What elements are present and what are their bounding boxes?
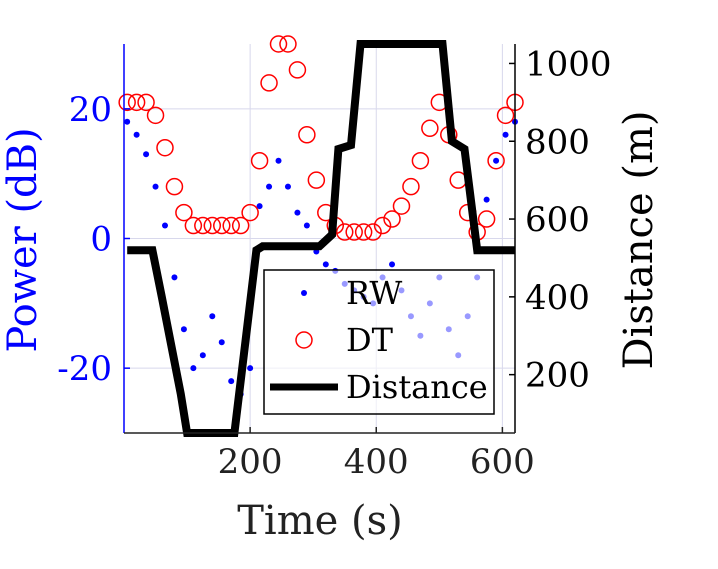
legend-rw-marker [301, 290, 307, 296]
dt-point [203, 216, 222, 235]
dt-point [496, 106, 515, 125]
right-y-tick-label: 400 [525, 278, 590, 318]
rw-point [171, 274, 178, 281]
x-tick-label: 200 [218, 442, 283, 482]
right-y-tick-label: 600 [525, 200, 590, 240]
rw-point [266, 183, 273, 190]
rw-point [180, 326, 187, 333]
rw-point [247, 365, 254, 372]
rw-point [256, 203, 263, 210]
rw-point [152, 183, 159, 190]
rw-point [161, 222, 168, 229]
rw-point [502, 131, 509, 138]
dt-point [345, 223, 363, 241]
dt-point [165, 177, 184, 196]
rw-point [284, 183, 291, 190]
dt-point [411, 151, 430, 170]
right-y-tick-label: 1000 [525, 44, 612, 84]
dt-point [402, 177, 420, 196]
right-y-axis-label: Distance (m) [616, 110, 662, 369]
rw-point [389, 261, 396, 268]
dt-point [250, 151, 269, 170]
dt-point [364, 223, 382, 241]
dt-point [392, 197, 411, 215]
dt-point [288, 61, 307, 79]
dt-point [269, 35, 288, 53]
rw-point [143, 151, 150, 158]
dt-point [231, 216, 250, 235]
x-tick-label: 400 [344, 442, 409, 482]
dt-point [175, 203, 193, 222]
series-distance [127, 40, 515, 437]
rw-point [190, 365, 197, 372]
dt-point [383, 210, 401, 228]
dt-point [137, 93, 155, 112]
rw-point [493, 157, 500, 164]
dt-point [279, 35, 297, 53]
x-tick-label: 600 [470, 442, 535, 482]
rw-point [483, 196, 490, 203]
dt-point [118, 93, 136, 112]
dt-point [146, 106, 165, 125]
rw-point [199, 352, 206, 359]
tick-labels: 200 400 600 -20 0 20 200 400 600 800 1000 [57, 44, 611, 482]
right-y-tick-label: 800 [525, 122, 590, 162]
dt-point [156, 138, 174, 157]
legend-dt-label: DT [346, 321, 394, 359]
legend-rw-label: RW [346, 274, 402, 312]
dt-point [213, 216, 231, 235]
rw-point [209, 313, 216, 320]
rw-point [275, 157, 282, 164]
left-y-tick-label: 0 [90, 220, 112, 260]
dt-point [307, 171, 326, 189]
dt-point [127, 93, 146, 112]
dt-point [298, 126, 316, 144]
dt-point [222, 216, 240, 235]
dt-point [487, 151, 505, 170]
legend-distance-label: Distance [346, 368, 488, 406]
rw-point [124, 118, 131, 125]
dt-point [335, 223, 354, 241]
dt-point [477, 210, 496, 228]
dt-point [184, 216, 203, 235]
dt-point [373, 216, 392, 235]
rw-point [218, 339, 225, 346]
axes [123, 44, 516, 434]
legend: RW DT Distance [263, 269, 495, 415]
dt-point [260, 74, 278, 92]
left-y-tick-label: -20 [57, 349, 112, 389]
dt-point [241, 203, 259, 222]
x-axis-label: Time (s) [237, 498, 403, 544]
legend-dt-marker [295, 331, 313, 349]
dt-point [421, 119, 439, 138]
rw-point [303, 222, 310, 229]
left-y-axis-label: Power (dB) [0, 127, 46, 352]
dt-point [354, 223, 373, 241]
right-y-tick-label: 200 [525, 356, 590, 396]
distance-line [127, 40, 515, 437]
rw-point [228, 378, 235, 385]
rw-point [133, 131, 140, 138]
left-y-tick-label: 20 [69, 90, 112, 130]
rw-point [294, 209, 301, 216]
rw-point [322, 261, 329, 268]
dt-point [194, 216, 212, 235]
